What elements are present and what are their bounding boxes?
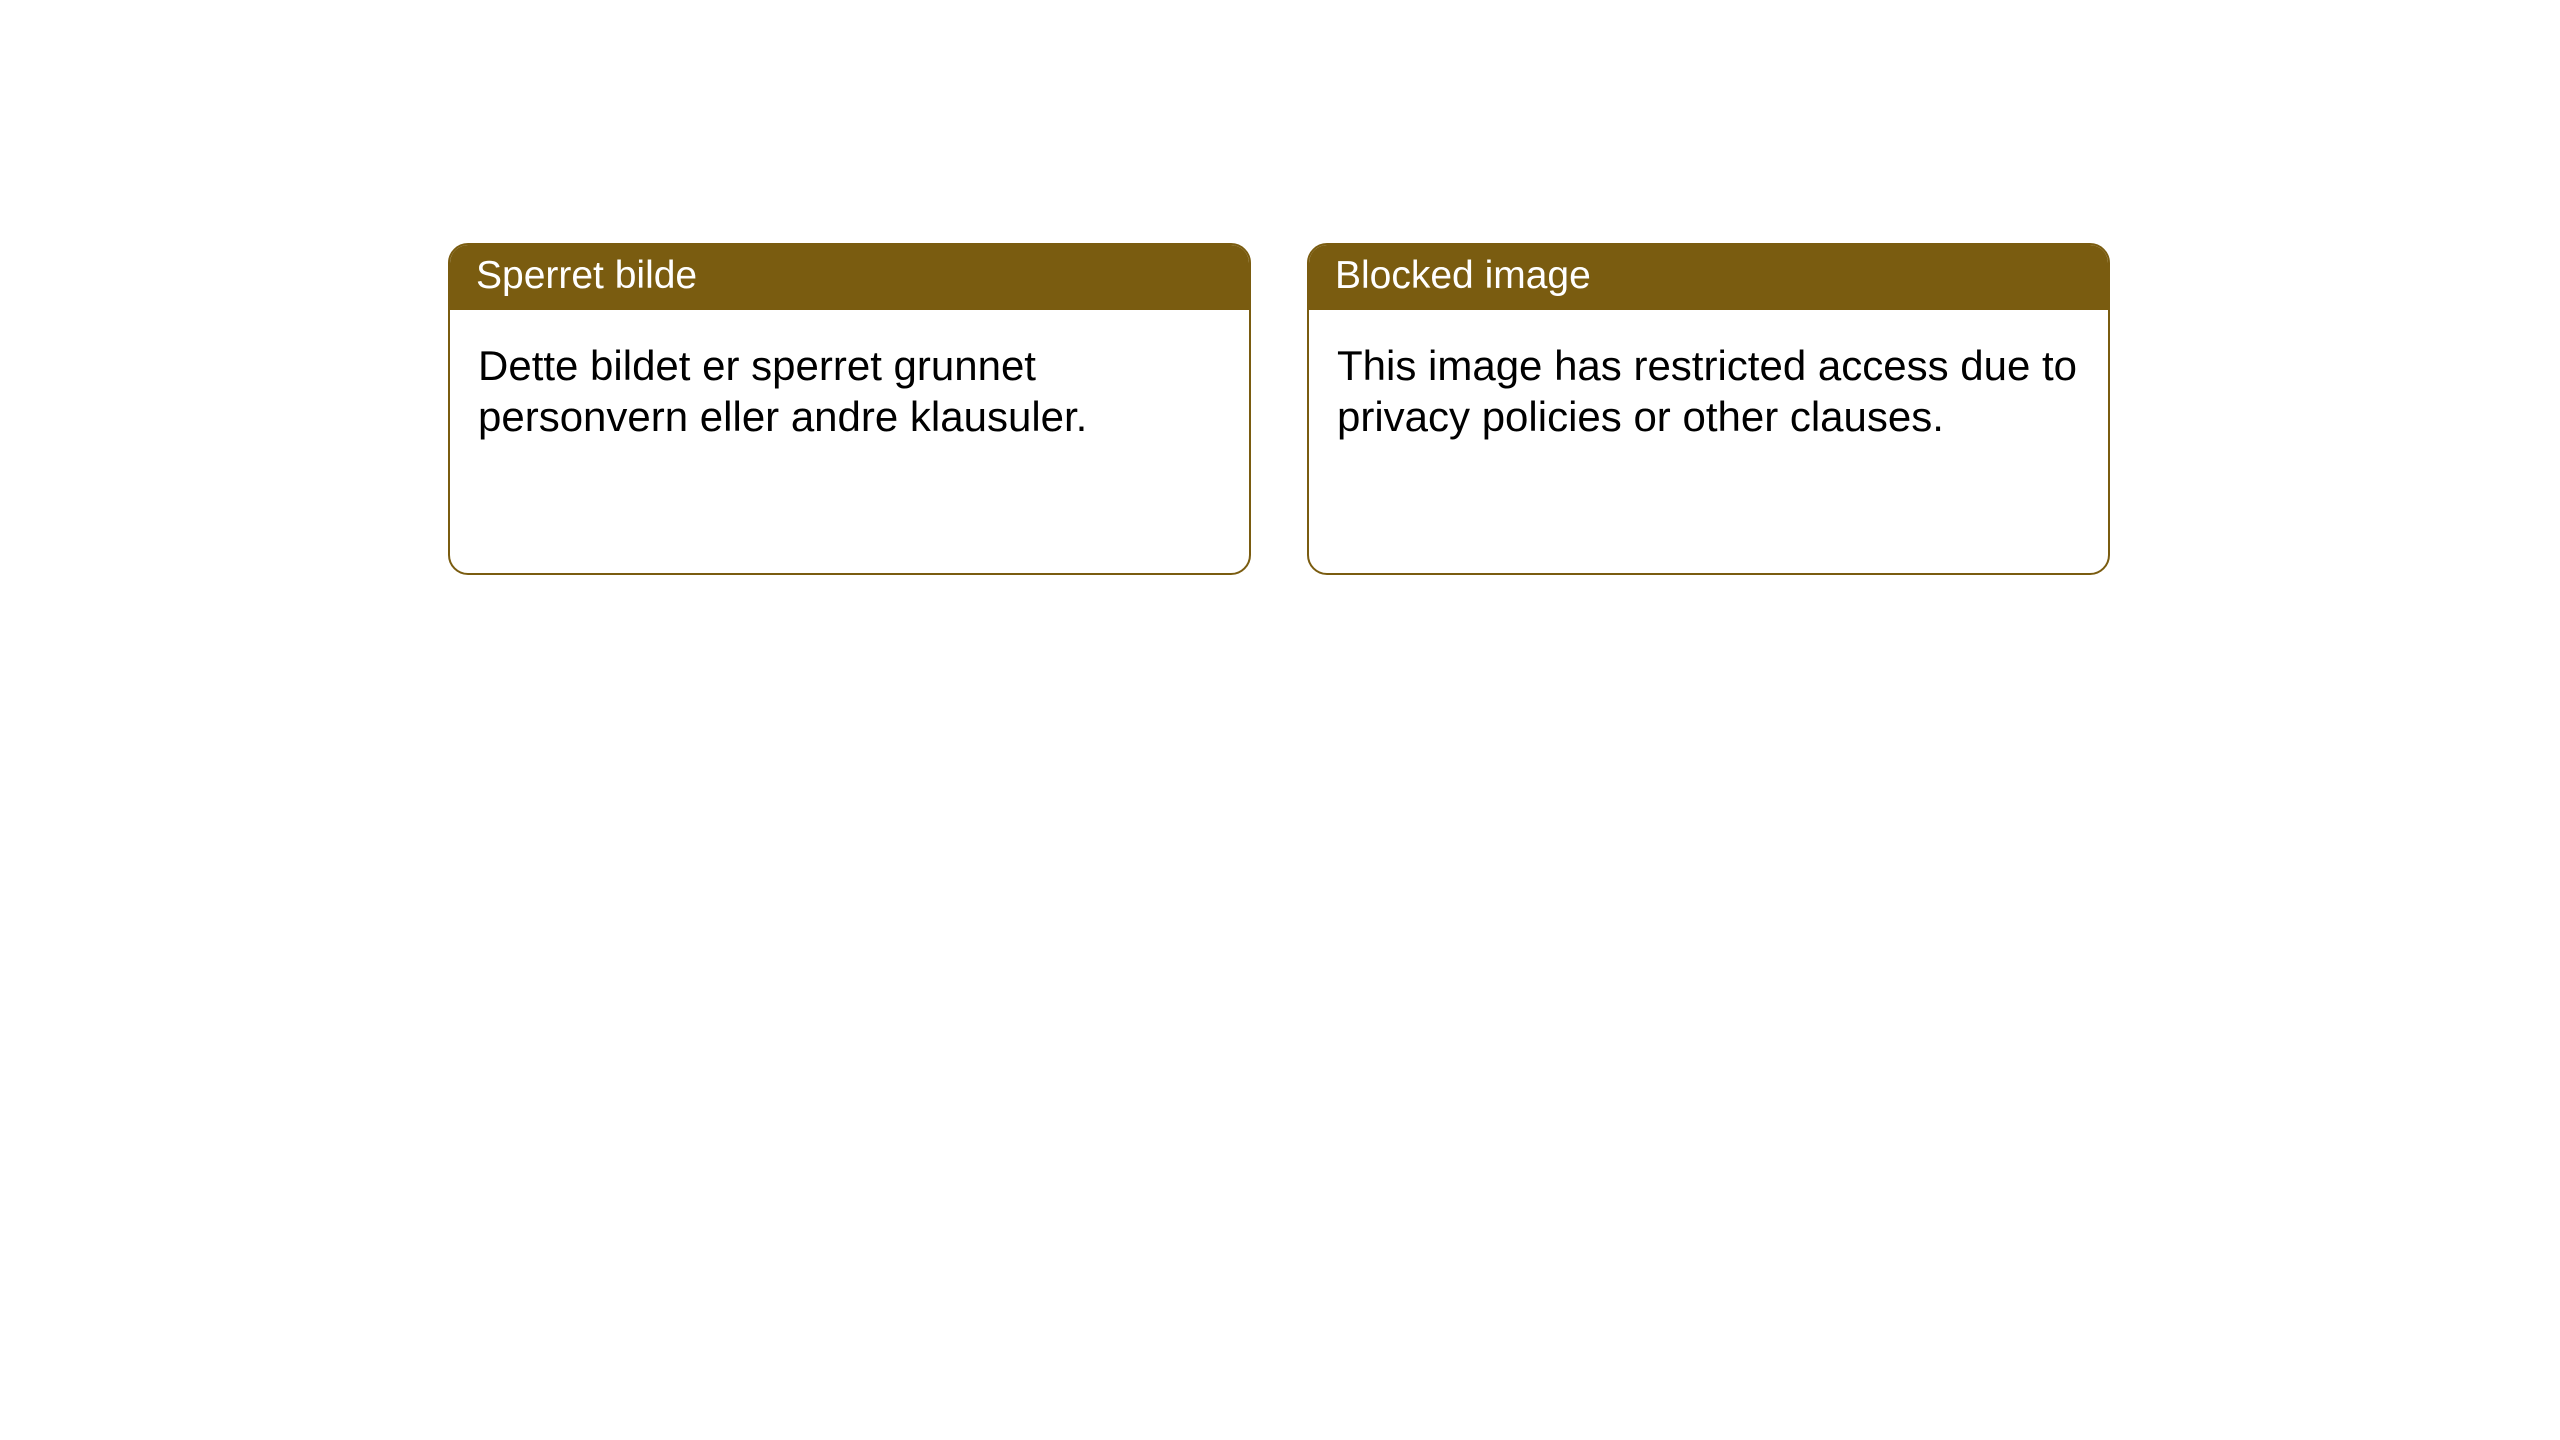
card-header-no: Sperret bilde: [450, 245, 1249, 310]
notice-container: Sperret bilde Dette bildet er sperret gr…: [0, 0, 2560, 575]
card-header-en: Blocked image: [1309, 245, 2108, 310]
blocked-image-card-no: Sperret bilde Dette bildet er sperret gr…: [448, 243, 1251, 575]
card-body-en: This image has restricted access due to …: [1309, 310, 2108, 473]
blocked-image-card-en: Blocked image This image has restricted …: [1307, 243, 2110, 575]
card-body-no: Dette bildet er sperret grunnet personve…: [450, 310, 1249, 473]
